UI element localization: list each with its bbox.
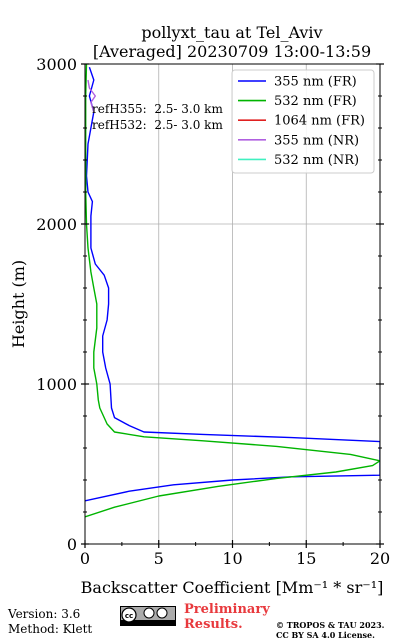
copyright-line-1: © TROPOS & TAU 2023.: [276, 620, 385, 630]
y-tick-label: 1000: [36, 375, 77, 394]
x-tick-label: 5: [154, 549, 164, 568]
copyright-notice: © TROPOS & TAU 2023. CC BY SA 4.0 Licens…: [276, 620, 384, 640]
legend-label: 355 nm (NR): [274, 133, 359, 148]
x-tick-label: 10: [222, 549, 242, 568]
series-line-532-nm-fr-: [85, 64, 380, 518]
cc-license-logo: cc: [120, 606, 176, 626]
reference-height-annotation: refH532: 2.5- 3.0 km: [92, 118, 223, 132]
preliminary-line-1: Preliminary: [184, 602, 270, 617]
x-tick-label: 20: [370, 549, 390, 568]
y-tick-label: 2000: [36, 215, 77, 234]
chart-title: pollyxt_tau at Tel_Aviv: [141, 23, 322, 42]
chart-subtitle: [Averaged] 20230709 13:00-13:59: [93, 42, 371, 61]
y-tick-label: 3000: [36, 55, 77, 74]
method-text: Method: Klett: [8, 622, 93, 636]
y-axis-label: Height (m): [9, 260, 28, 348]
series-line-355-nm-nr-: [87, 79, 97, 113]
copyright-line-2: CC BY SA 4.0 License.: [276, 630, 375, 640]
legend-label: 532 nm (FR): [274, 94, 357, 109]
series-line-355-nm-fr-: [85, 66, 380, 502]
x-axis-label: Backscatter Coefficient [Mm⁻¹ * sr⁻¹]: [81, 578, 384, 597]
legend-label: 1064 nm (FR): [274, 114, 365, 129]
legend-label: 532 nm (NR): [274, 153, 359, 168]
series-layer: [85, 64, 380, 518]
svg-text:cc: cc: [125, 612, 133, 620]
preliminary-line-2: Results.: [184, 617, 243, 632]
legend-label: 355 nm (FR): [274, 75, 357, 90]
reference-height-annotation: refH355: 2.5- 3.0 km: [92, 102, 223, 116]
y-tick-label: 0: [67, 535, 77, 554]
axis-ticks: 0 5 10 15 20 0 1000 2000 3000: [36, 55, 390, 568]
x-tick-label: 15: [296, 549, 316, 568]
reference-height-annotations: refH355: 2.5- 3.0 km refH532: 2.5- 3.0 km: [92, 102, 223, 132]
legend: 355 nm (FR) 532 nm (FR) 1064 nm (FR) 355 nm…: [231, 69, 375, 174]
version-text: Version: 3.6: [8, 607, 81, 621]
preliminary-results-notice: Preliminary Results.: [184, 602, 270, 632]
x-tick-label: 0: [80, 549, 90, 568]
legend-box: [231, 69, 375, 174]
